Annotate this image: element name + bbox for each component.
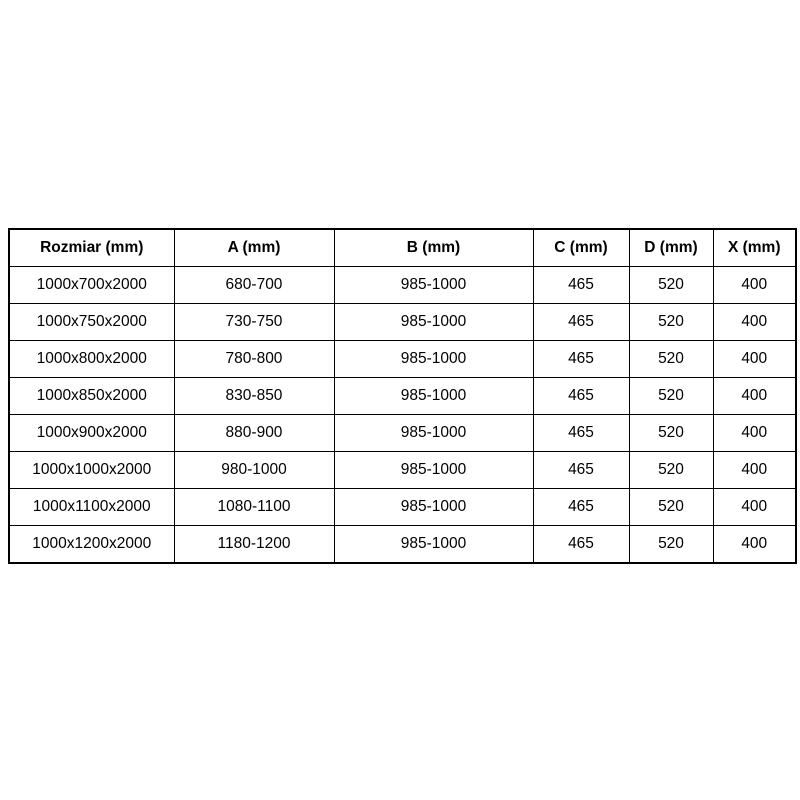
cell-x: 400 <box>712 488 797 526</box>
header-cell-b: B (mm) <box>333 228 534 267</box>
cell-d: 520 <box>628 377 714 415</box>
table-row: 1000x850x2000 830-850 985-1000 465 520 4… <box>8 377 797 415</box>
cell-c: 465 <box>532 525 630 564</box>
table-row: 1000x800x2000 780-800 985-1000 465 520 4… <box>8 340 797 378</box>
cell-a: 780-800 <box>173 340 335 378</box>
cell-a: 980-1000 <box>173 451 335 489</box>
table-row: 1000x700x2000 680-700 985-1000 465 520 4… <box>8 266 797 304</box>
cell-rozmiar: 1000x1200x2000 <box>8 525 175 564</box>
cell-x: 400 <box>712 340 797 378</box>
cell-c: 465 <box>532 488 630 526</box>
cell-rozmiar: 1000x1100x2000 <box>8 488 175 526</box>
cell-x: 400 <box>712 451 797 489</box>
cell-rozmiar: 1000x700x2000 <box>8 266 175 304</box>
cell-a: 830-850 <box>173 377 335 415</box>
cell-b: 985-1000 <box>333 266 534 304</box>
cell-rozmiar: 1000x1000x2000 <box>8 451 175 489</box>
cell-d: 520 <box>628 414 714 452</box>
cell-d: 520 <box>628 303 714 341</box>
cell-c: 465 <box>532 377 630 415</box>
cell-d: 520 <box>628 488 714 526</box>
cell-c: 465 <box>532 340 630 378</box>
table-header-row: Rozmiar (mm) A (mm) B (mm) C (mm) D (mm)… <box>8 228 797 267</box>
cell-x: 400 <box>712 414 797 452</box>
table-row: 1000x750x2000 730-750 985-1000 465 520 4… <box>8 303 797 341</box>
cell-a: 730-750 <box>173 303 335 341</box>
cell-d: 520 <box>628 340 714 378</box>
cell-b: 985-1000 <box>333 340 534 378</box>
cell-d: 520 <box>628 266 714 304</box>
cell-b: 985-1000 <box>333 525 534 564</box>
dimensions-spec-table: Rozmiar (mm) A (mm) B (mm) C (mm) D (mm)… <box>8 228 797 564</box>
cell-b: 985-1000 <box>333 488 534 526</box>
cell-rozmiar: 1000x750x2000 <box>8 303 175 341</box>
cell-b: 985-1000 <box>333 451 534 489</box>
cell-c: 465 <box>532 303 630 341</box>
cell-c: 465 <box>532 414 630 452</box>
header-cell-a: A (mm) <box>173 228 335 267</box>
cell-rozmiar: 1000x850x2000 <box>8 377 175 415</box>
cell-d: 520 <box>628 525 714 564</box>
table-row: 1000x1100x2000 1080-1100 985-1000 465 52… <box>8 488 797 526</box>
cell-rozmiar: 1000x900x2000 <box>8 414 175 452</box>
table-row: 1000x1200x2000 1180-1200 985-1000 465 52… <box>8 525 797 564</box>
cell-x: 400 <box>712 303 797 341</box>
cell-a: 880-900 <box>173 414 335 452</box>
table-row: 1000x900x2000 880-900 985-1000 465 520 4… <box>8 414 797 452</box>
header-cell-rozmiar: Rozmiar (mm) <box>8 228 175 267</box>
cell-d: 520 <box>628 451 714 489</box>
table-row: 1000x1000x2000 980-1000 985-1000 465 520… <box>8 451 797 489</box>
cell-rozmiar: 1000x800x2000 <box>8 340 175 378</box>
cell-b: 985-1000 <box>333 414 534 452</box>
header-cell-c: C (mm) <box>532 228 630 267</box>
cell-b: 985-1000 <box>333 303 534 341</box>
cell-x: 400 <box>712 377 797 415</box>
cell-x: 400 <box>712 266 797 304</box>
header-cell-x: X (mm) <box>712 228 797 267</box>
cell-x: 400 <box>712 525 797 564</box>
cell-a: 1180-1200 <box>173 525 335 564</box>
cell-a: 1080-1100 <box>173 488 335 526</box>
cell-c: 465 <box>532 451 630 489</box>
cell-b: 985-1000 <box>333 377 534 415</box>
cell-a: 680-700 <box>173 266 335 304</box>
header-cell-d: D (mm) <box>628 228 714 267</box>
cell-c: 465 <box>532 266 630 304</box>
